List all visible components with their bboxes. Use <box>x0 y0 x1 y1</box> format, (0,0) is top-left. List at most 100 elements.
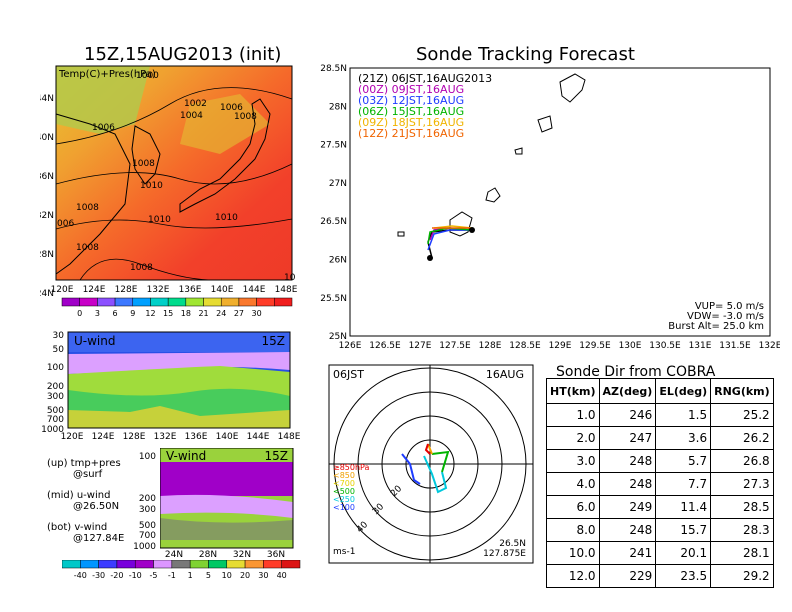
isobar <box>79 258 211 281</box>
warm-land <box>180 94 270 154</box>
table-cell: 11.4 <box>655 495 712 519</box>
table-cell: 28.3 <box>710 518 774 542</box>
table-cell: 246 <box>598 403 657 427</box>
lat-tick: 36N <box>40 172 54 182</box>
colorbar-label: 18 <box>181 309 191 318</box>
lat-ticks: 44N 40N 36N 32N 28N 24N <box>40 94 54 299</box>
colorbar-label: 6 <box>113 309 118 318</box>
wind-colorbar: -40 -30 -20 -10 -5 -1 1 5 10 20 30 40 <box>62 560 301 580</box>
svg-text:1010: 1010 <box>215 213 238 223</box>
table-row: 3.0 248 5.7 26.8 <box>546 449 774 473</box>
track-06z <box>427 227 473 245</box>
table-cell: 249 <box>598 495 657 519</box>
lon-tick: 132E <box>154 432 177 442</box>
svg-text:1006: 1006 <box>92 123 115 133</box>
polar-unit: ms-1 <box>333 547 355 557</box>
colorbar-label: 5 <box>206 571 211 580</box>
legend-bot: (bot) v-wind @127.84E <box>47 522 125 544</box>
japan-coast <box>179 98 271 213</box>
colorbar-swatch <box>238 297 257 307</box>
colorbar-label: 30 <box>252 309 262 318</box>
table-cell: 248 <box>598 518 657 542</box>
colorbar-label: 0 <box>77 309 82 318</box>
colorbar-label: 10 <box>222 571 232 580</box>
colorbar-swatch <box>220 297 240 307</box>
pressure-tick: 200 <box>47 382 64 392</box>
island <box>537 115 553 133</box>
legend-entry: (03Z) 12JST,16AUG <box>358 94 464 107</box>
v-band-grey <box>160 518 293 540</box>
v-band-lilac <box>160 494 293 518</box>
lon-tick: 120E <box>61 432 84 442</box>
polar-lon: 127.875E <box>483 549 526 559</box>
v-frame <box>160 448 294 549</box>
colorbar-swatch <box>244 560 264 569</box>
svg-text:1008: 1008 <box>234 112 257 122</box>
lon-tick: 131E <box>689 341 712 351</box>
island <box>485 187 501 203</box>
cobra-table-wrap: HT(km) AZ(deg) EL(deg) RNG(km) 1.0 246 1.5 25.… <box>546 378 774 588</box>
pressure-tick: 500 <box>47 406 64 416</box>
table-cell: 25.2 <box>710 403 774 427</box>
pressure-tick: 100 <box>139 452 156 462</box>
lat-tick: 24N <box>40 289 54 299</box>
launch-point <box>469 227 475 233</box>
lat-tick: 25.5N <box>320 294 347 304</box>
svg-text:1008: 1008 <box>132 159 155 169</box>
island <box>514 147 523 155</box>
legend-mid: (mid) u-wind @26.50N <box>47 490 120 512</box>
pressure-tick: 50 <box>53 345 65 355</box>
table-row: 6.0 249 11.4 28.5 <box>546 495 774 519</box>
table-cell: 15.7 <box>655 518 712 542</box>
svg-text:1010: 1010 <box>148 215 171 225</box>
table-row: 10.0 241 20.1 28.1 <box>546 541 774 565</box>
lat-tick: 28N <box>40 250 54 260</box>
lon-tick: 126E <box>339 341 362 351</box>
track-03z <box>427 229 472 251</box>
table-row: 1.0 246 1.5 25.2 <box>546 403 774 427</box>
info-vup: VUP= 5.0 m/s <box>695 301 764 312</box>
table-cell: 1.5 <box>655 403 712 427</box>
isobar <box>55 218 293 230</box>
colorbar-label: -20 <box>110 571 123 580</box>
lon-tick: 129E <box>549 341 572 351</box>
polar-time: 06JST <box>333 368 364 381</box>
pressure-tick: 1000 <box>133 542 156 552</box>
v-wind-panel: V-wind 15Z 24N 28N 32N 36N <box>160 448 294 560</box>
v-band-purple <box>160 462 293 496</box>
table-row: 12.0 229 23.5 29.2 <box>546 564 774 588</box>
info-burst: Burst Alt= 25.0 km <box>668 321 764 332</box>
colorbar-swatch <box>80 560 99 569</box>
lat-tick: 24N <box>165 550 183 560</box>
colorbar-swatch <box>153 560 173 569</box>
ring-labels: 20 30 40 <box>355 484 404 535</box>
colorbar-swatch <box>208 560 228 569</box>
svg-text:1010: 1010 <box>140 181 163 191</box>
u-surface <box>68 406 290 428</box>
pressure-tick: 30 <box>53 331 65 341</box>
pressure-tick: 200 <box>139 494 156 504</box>
colorbar-swatch <box>97 297 116 307</box>
pressure-labels: 1000 1002 1004 1006 1008 1006 1008 1010 … <box>57 71 296 283</box>
lon-tick: 148E <box>278 432 301 442</box>
lon-tick: 144E <box>247 432 270 442</box>
table-cell: 6.0 <box>546 495 600 519</box>
track-legend: (21Z) 06JST,16AUG2013(00Z) 09JST,16AUG(0… <box>358 72 492 140</box>
lon-tick: 140E <box>216 432 239 442</box>
track-lat-ticks: 28.5N 28N 27.5N 27N 26.5N 26N 25.5N 25N <box>320 64 347 342</box>
lon-tick: 128E <box>479 341 502 351</box>
pressure-legend-entry: <500 <box>333 487 355 496</box>
colorbar-swatch <box>114 297 134 307</box>
map-label: Temp(C)+Pres(hPa) <box>58 69 156 80</box>
lon-tick: 128.5E <box>509 341 541 351</box>
table-cell: 247 <box>598 426 657 450</box>
polar-plot: 06JST 16AUG 20 30 40 ≥850hPa<850<700<500… <box>328 364 534 564</box>
map-frame <box>55 65 293 281</box>
table-cell: 248 <box>598 449 657 473</box>
u-time: 15Z <box>262 334 286 348</box>
table-cell: 8.0 <box>546 518 600 542</box>
table-cell: 241 <box>598 541 657 565</box>
